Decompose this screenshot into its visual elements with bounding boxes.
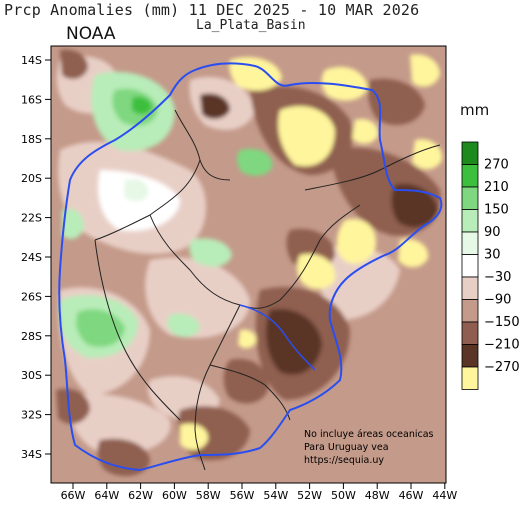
lat-label: 30S xyxy=(21,369,42,382)
note-line-1: No incluye áreas oceanicas xyxy=(304,429,434,440)
legend-swatch xyxy=(461,344,479,368)
map-subtitle: La_Plata_Basin xyxy=(196,18,306,33)
lon-label: 56W xyxy=(230,489,255,502)
legend-label: −30 xyxy=(484,270,511,285)
legend-swatch xyxy=(461,299,479,323)
legend-swatch xyxy=(461,254,479,278)
lon-label: 62W xyxy=(128,489,153,502)
lon-label: 54W xyxy=(263,489,288,502)
legend-label: −90 xyxy=(484,293,511,308)
legend-swatch xyxy=(461,231,479,255)
lon-label: 48W xyxy=(365,489,390,502)
map-title: Prcp Anomalies (mm) 11 DEC 2025 - 10 MAR… xyxy=(4,1,420,19)
lat-axis: 14S 16S 18S 20S 22S 24S 26S 28S 30S 32S 34S xyxy=(21,54,51,461)
note-box: No incluye áreas oceanicas Para Uruguay … xyxy=(304,428,433,467)
lat-label: 32S xyxy=(21,409,42,422)
lat-label: 26S xyxy=(21,290,42,303)
note-line-3: https://sequia.uy xyxy=(304,455,385,466)
legend-unit: mm xyxy=(460,101,490,119)
legend-swatch xyxy=(461,164,479,188)
legend-label: 150 xyxy=(484,203,509,218)
map-frame xyxy=(50,45,447,484)
legend-label: 270 xyxy=(484,158,509,173)
lon-label: 52W xyxy=(297,489,322,502)
lon-label: 66W xyxy=(61,489,86,502)
legend-label: −150 xyxy=(484,315,520,330)
lon-label: 44W xyxy=(432,489,457,502)
lon-label: 58W xyxy=(196,489,221,502)
lat-label: 22S xyxy=(21,212,42,225)
lon-label: 50W xyxy=(331,489,356,502)
lat-label: 16S xyxy=(21,93,42,106)
lon-label: 46W xyxy=(399,489,424,502)
lat-label: 20S xyxy=(21,172,42,185)
color-legend: 270 210 150 90 30 −30 −90 −150 −210 −270 xyxy=(461,141,520,390)
lat-tick-labels: 14S 16S 18S 20S 22S 24S 26S 28S 30S 32S 34S xyxy=(21,54,51,461)
legend-label: 210 xyxy=(484,180,509,195)
legend-swatch xyxy=(461,366,479,390)
lat-label: 18S xyxy=(21,133,42,146)
note-line-2: Para Uruguay vea xyxy=(304,442,389,453)
legend-swatch xyxy=(461,186,479,210)
legend-label: 90 xyxy=(484,225,501,240)
lat-label: 28S xyxy=(21,330,42,343)
legend-label: 30 xyxy=(484,248,501,263)
legend-swatch xyxy=(461,276,479,300)
lon-tick-labels: 66W 64W 62W 60W 58W 56W 54W 52W 50W 48W 46W 44W xyxy=(61,483,457,502)
agency-label: NOAA xyxy=(66,24,116,44)
basin-tributary xyxy=(239,304,316,371)
legend-swatch xyxy=(461,141,479,165)
lat-label: 24S xyxy=(21,251,42,264)
lat-label: 14S xyxy=(21,54,42,67)
legend-label: −270 xyxy=(484,360,520,375)
lon-label: 64W xyxy=(94,489,119,502)
country-borders xyxy=(94,109,441,471)
lat-label: 34S xyxy=(21,448,42,461)
anomaly-field xyxy=(51,46,446,483)
legend-swatch xyxy=(461,321,479,345)
basin-outline xyxy=(58,62,443,472)
legend-label: −210 xyxy=(484,338,520,353)
lon-axis: 66W 64W 62W 60W 58W 56W 54W 52W 50W 48W 46W 44W xyxy=(61,483,457,502)
legend-swatch xyxy=(461,209,479,233)
lon-label: 60W xyxy=(162,489,187,502)
